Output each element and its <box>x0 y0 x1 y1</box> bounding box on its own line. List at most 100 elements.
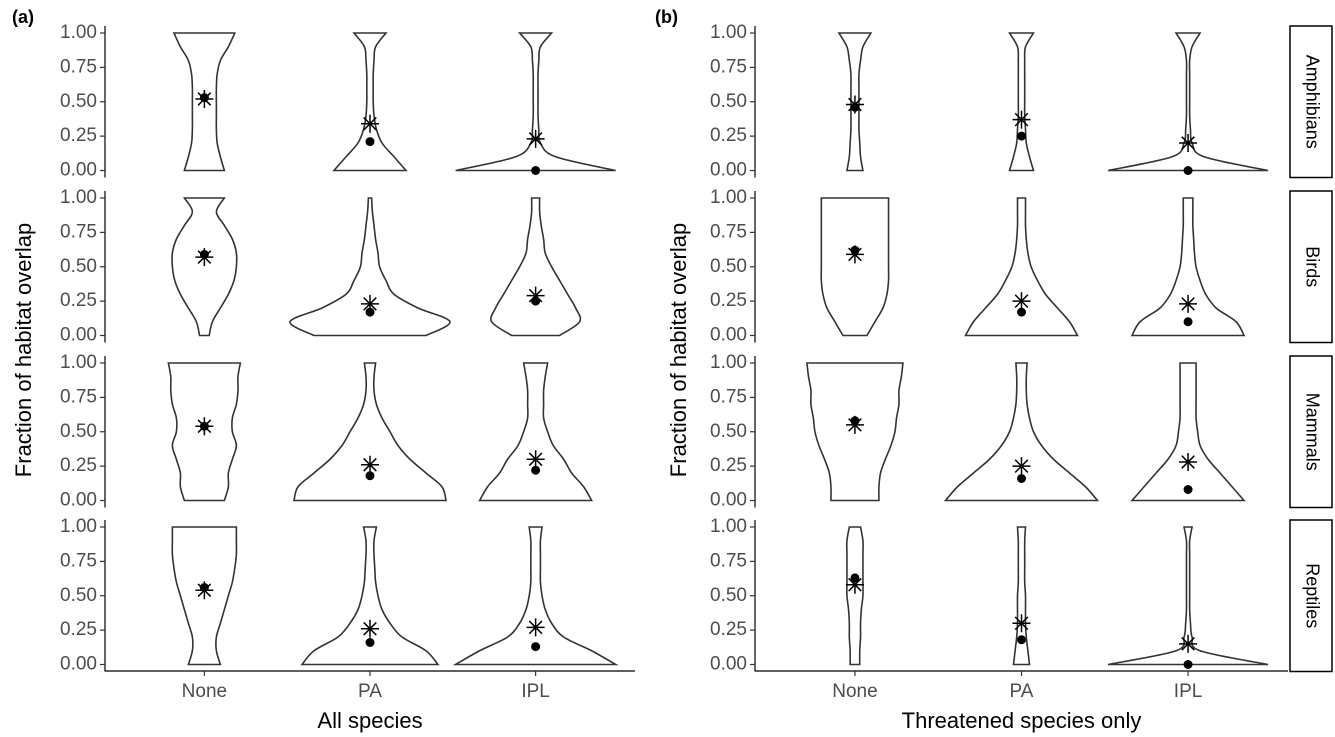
y-tick-label: 0.75 <box>710 550 747 571</box>
median-dot <box>1183 660 1193 669</box>
mean-star <box>1179 134 1198 152</box>
star-arm <box>1181 136 1195 150</box>
violin <box>1107 32 1269 172</box>
star-arm <box>528 288 543 303</box>
violin <box>292 362 448 502</box>
y-tick-label: 0.50 <box>60 91 97 112</box>
y-tick-label: 1.00 <box>60 22 97 43</box>
y-tick-label: 0.25 <box>60 619 97 640</box>
mean-star <box>1012 457 1031 476</box>
star-arm <box>1181 637 1195 651</box>
star-arm <box>528 452 543 467</box>
y-tick-label: 0.00 <box>710 160 747 181</box>
violin <box>1107 526 1269 666</box>
x-tick-label: None <box>182 681 227 702</box>
star-arm <box>363 621 377 636</box>
violin <box>1130 362 1246 502</box>
x-tick-label: None <box>832 681 877 702</box>
y-tick-label: 0.25 <box>60 455 97 476</box>
violin <box>490 197 582 337</box>
mean-star <box>845 245 864 264</box>
mean-star <box>526 286 545 305</box>
y-tick-label: 0.25 <box>60 290 97 311</box>
x-axis-label: All species <box>317 708 422 733</box>
y-tick-label: 1.00 <box>60 187 97 208</box>
mean-star <box>526 129 545 148</box>
mean-star <box>195 417 214 436</box>
y-tick-label: 0.50 <box>710 421 747 442</box>
star-arm <box>363 116 377 131</box>
star-arm <box>848 418 862 432</box>
y-tick-label: 0.50 <box>710 585 747 606</box>
y-axis-label: Fraction of habitat overlap <box>666 223 691 477</box>
y-tick-label: 0.00 <box>60 160 97 181</box>
x-tick-label: IPL <box>1174 681 1203 702</box>
y-tick-label: 0.00 <box>710 490 747 511</box>
star-arm <box>1181 297 1195 311</box>
star-arm <box>1014 112 1029 127</box>
y-tick-label: 1.00 <box>710 187 747 208</box>
median-dot <box>1017 307 1026 317</box>
star-arm <box>197 583 212 598</box>
y-tick-label: 0.50 <box>60 585 97 606</box>
star-arm <box>848 247 862 262</box>
violin <box>171 197 238 337</box>
mean-star <box>845 575 864 594</box>
x-axis-label: Threatened species only <box>902 708 1142 733</box>
violin <box>806 362 904 502</box>
mean-star <box>1179 294 1198 313</box>
mean-star <box>195 581 214 600</box>
median-dot <box>531 465 541 475</box>
star-arm <box>363 297 377 311</box>
mean-star <box>1179 634 1198 653</box>
median-dot <box>1183 485 1193 494</box>
y-tick-label: 0.00 <box>60 654 97 675</box>
x-tick-label: PA <box>1010 681 1034 702</box>
y-tick-label: 0.50 <box>60 421 97 442</box>
y-tick-label: 0.75 <box>60 56 97 77</box>
mean-star <box>526 618 545 637</box>
median-dot <box>365 638 375 647</box>
y-tick-label: 0.25 <box>710 619 747 640</box>
median-dot <box>365 471 375 481</box>
y-tick-label: 0.25 <box>710 290 747 311</box>
mean-star <box>361 294 379 313</box>
y-tick-label: 0.75 <box>60 550 97 571</box>
y-tick-label: 0.75 <box>710 386 747 407</box>
strip-label: Birds <box>1302 246 1322 287</box>
strip-label: Reptiles <box>1302 563 1322 628</box>
median-dot <box>1183 166 1193 175</box>
y-tick-label: 1.00 <box>60 516 97 537</box>
median-dot <box>531 642 541 652</box>
star-arm <box>848 97 862 112</box>
strip-label: Amphibians <box>1302 55 1322 149</box>
y-tick-label: 0.00 <box>710 654 747 675</box>
star-arm <box>1181 455 1195 469</box>
violin <box>478 362 594 502</box>
violin <box>300 526 440 666</box>
x-tick-label: IPL <box>521 681 550 702</box>
y-tick-label: 0.00 <box>60 325 97 346</box>
panel-tag: (b) <box>655 7 678 27</box>
star-arm <box>197 419 212 434</box>
median-dot <box>1183 317 1193 327</box>
mean-star <box>1012 292 1031 311</box>
star-arm <box>528 132 543 146</box>
violin <box>289 197 451 337</box>
violin <box>452 526 619 666</box>
y-tick-label: 0.50 <box>60 256 97 277</box>
star-arm <box>197 92 212 106</box>
violin <box>820 197 890 337</box>
y-tick-label: 0.00 <box>60 490 97 511</box>
median-dot <box>1017 474 1026 483</box>
violin <box>1008 32 1035 172</box>
star-arm <box>1014 459 1029 473</box>
violin <box>943 362 1100 502</box>
star-arm <box>1014 616 1029 631</box>
strip <box>1289 355 1333 509</box>
mean-star <box>361 455 379 474</box>
median-dot <box>365 137 375 147</box>
median-dot <box>531 166 541 175</box>
star-arm <box>363 457 377 472</box>
